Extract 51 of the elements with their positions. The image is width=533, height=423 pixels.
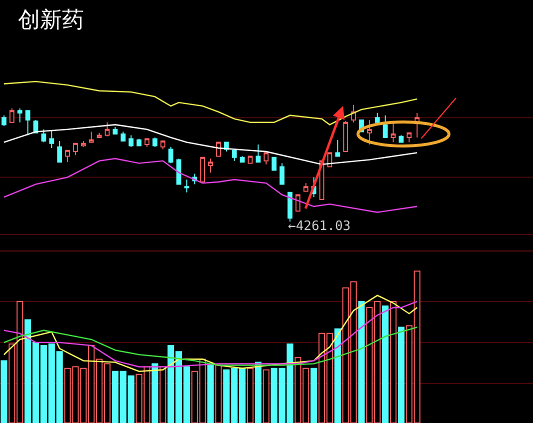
candlestick [160,140,166,150]
bar [334,328,341,423]
candlestick [240,156,245,163]
candlestick [208,158,213,174]
candlestick [104,122,110,137]
candlestick [120,131,126,142]
candlestick [264,152,269,165]
candlestick [17,108,22,123]
bar [207,363,214,423]
bar [310,368,318,423]
candlestick [96,132,102,138]
candlestick [80,140,86,148]
candlestick [41,128,46,143]
bar [358,300,365,423]
candlestick [280,162,284,185]
candlestick [232,150,237,162]
bar [382,306,389,423]
candlestick [88,131,94,143]
candlestick [2,114,6,126]
candlestick [49,130,54,149]
candlestick [272,156,277,171]
candlestick [57,140,62,163]
candlestick [303,182,308,192]
annotation: ←4261.03 [288,219,351,234]
candlestick [112,126,118,135]
candlestick [168,146,174,164]
candlestick [128,134,134,148]
candlestick [152,137,158,148]
candlestick [144,138,150,148]
candlestick [366,120,372,146]
bar [152,363,158,423]
candlestick [374,112,380,126]
candlestick [295,194,300,212]
candlestick [25,110,30,136]
bar [0,360,8,423]
candlestick [406,132,412,143]
candlestick [216,142,221,157]
candlestick [382,114,388,138]
candlestick [256,144,261,163]
candlestick [390,122,396,143]
chart-title: 创新药 [18,8,84,33]
candlestick [136,138,142,146]
candlestick [343,120,348,152]
candlestick [65,150,70,163]
candlestick [184,179,190,193]
candlestick [73,142,78,156]
bar [254,362,262,423]
bar [398,326,404,423]
candlestick [335,139,340,157]
candlestick [200,156,206,182]
candlestick [9,108,14,123]
